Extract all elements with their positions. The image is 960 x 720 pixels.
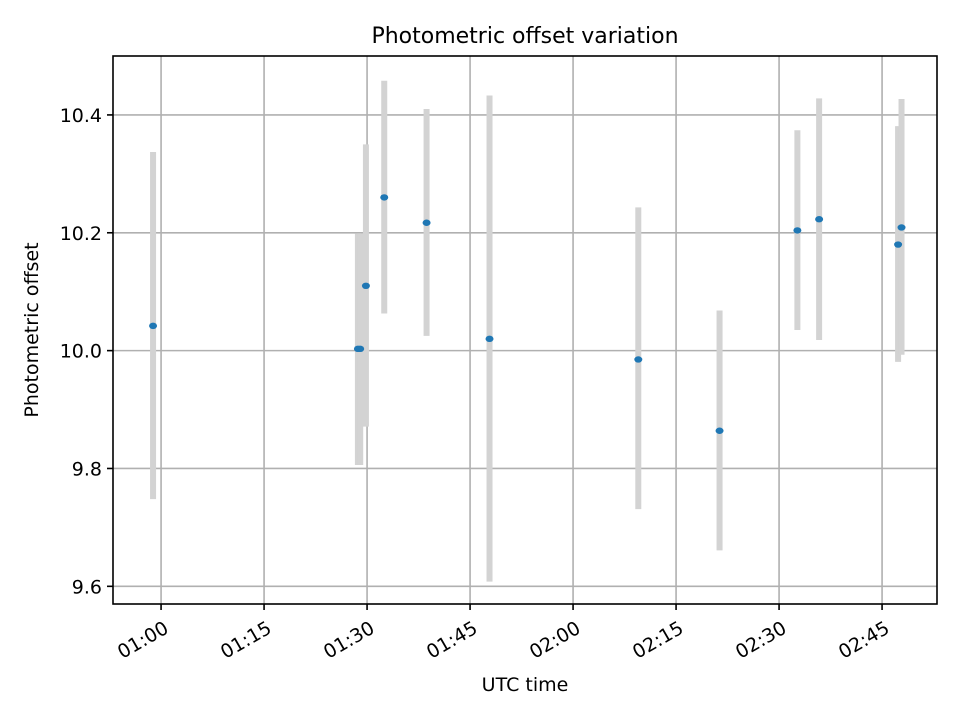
data-point (380, 194, 389, 201)
data-point (715, 427, 724, 434)
y-tick-label: 10.4 (60, 105, 102, 127)
x-tick-label: 01:15 (217, 617, 275, 663)
x-tick-label: 02:00 (526, 617, 584, 663)
x-axis: 01:00 01:15 01:30 01:45 02:00 02:15 02:30 02:45 (114, 604, 893, 663)
x-tick-label: 02:15 (629, 617, 687, 663)
data-point (422, 219, 431, 226)
data-point (485, 335, 494, 343)
x-tick-label: 01:45 (423, 617, 481, 663)
errorbar-layer (150, 80, 905, 582)
y-tick-label: 10.2 (60, 223, 102, 245)
data-point (815, 216, 824, 223)
x-tick-label: 02:30 (732, 617, 790, 663)
data-point (634, 356, 643, 363)
data-point (894, 241, 903, 248)
data-point (361, 282, 370, 290)
data-point (149, 322, 158, 330)
point-layer (149, 194, 906, 434)
y-axis: 9.6 9.8 10.0 10.2 10.4 (60, 105, 113, 598)
y-tick-label: 9.6 (72, 576, 102, 598)
data-point (356, 345, 365, 353)
plot-frame (112, 55, 938, 605)
data-point (897, 224, 906, 231)
x-axis-label: UTC time (482, 674, 569, 696)
x-tick-label: 01:00 (114, 617, 172, 663)
chart-title: Photometric offset variation (371, 24, 678, 49)
y-axis-label: Photometric offset (21, 242, 43, 417)
y-tick-label: 10.0 (60, 341, 102, 363)
y-tick-label: 9.8 (72, 458, 102, 480)
x-tick-label: 02:45 (835, 617, 893, 663)
grid-layer (113, 56, 937, 604)
data-point (793, 227, 802, 234)
x-tick-label: 01:30 (320, 617, 378, 663)
